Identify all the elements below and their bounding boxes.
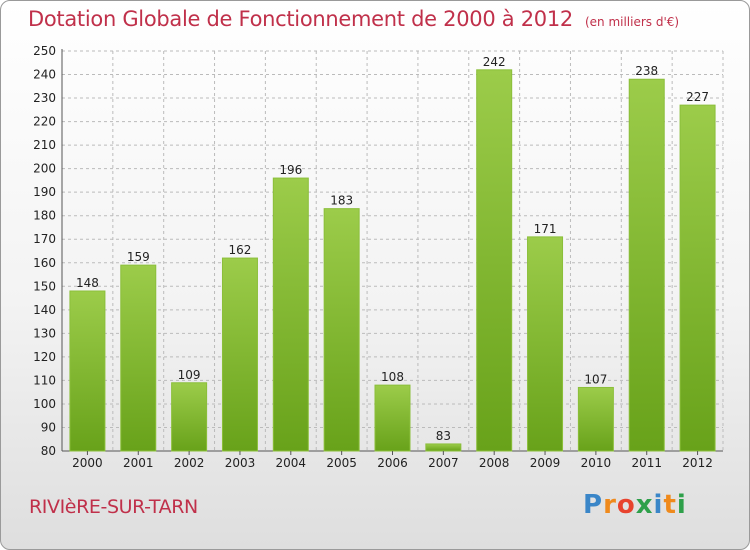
y-tick-label: 160	[33, 256, 56, 270]
value-label-2011: 238	[635, 64, 658, 78]
y-tick-label: 90	[41, 420, 56, 434]
x-tick-label-2005: 2005	[326, 456, 357, 470]
chart-title: Dotation Globale de Fonctionnement de 20…	[28, 7, 573, 31]
x-tick-label-2006: 2006	[377, 456, 408, 470]
value-label-2012: 227	[686, 90, 709, 104]
y-tick-label: 180	[33, 209, 56, 223]
y-tick-label: 210	[33, 138, 56, 152]
bar-2001	[120, 264, 157, 452]
y-tick-label: 170	[33, 232, 56, 246]
logo-letter: P	[583, 490, 604, 520]
x-tick-label-2001: 2001	[123, 456, 154, 470]
value-label-2004: 196	[279, 163, 302, 177]
y-tick-label: 230	[33, 91, 56, 105]
logo-letter: i	[676, 490, 687, 520]
bar-2007	[425, 443, 462, 452]
value-label-2000: 148	[76, 276, 99, 290]
bar-2005	[323, 208, 360, 452]
chart-subtitle: (en milliers d'€)	[584, 15, 680, 29]
x-tick-label-2004: 2004	[276, 456, 307, 470]
x-tick-label-2000: 2000	[72, 456, 103, 470]
x-tick-label-2012: 2012	[682, 456, 713, 470]
logo-letter: r	[603, 490, 617, 520]
value-label-2007: 83	[436, 429, 451, 443]
y-tick-label: 120	[33, 350, 56, 364]
x-tick-label-2009: 2009	[530, 456, 561, 470]
value-label-2010: 107	[584, 372, 607, 386]
commune-name: RIVIèRE-SUR-TARN	[29, 496, 198, 518]
value-label-2005: 183	[330, 194, 353, 208]
y-tick-label: 130	[33, 326, 56, 340]
y-tick-label: 140	[33, 303, 56, 317]
value-label-2002: 109	[178, 368, 201, 382]
y-tick-label: 110	[33, 373, 56, 387]
x-tick-label-2011: 2011	[631, 456, 662, 470]
y-tick-label: 200	[33, 162, 56, 176]
bar-2000	[69, 290, 106, 452]
bar-2010	[577, 386, 614, 452]
y-tick-label: 250	[33, 44, 56, 58]
value-label-2003: 162	[229, 243, 252, 257]
logo-letter: o	[616, 490, 636, 520]
y-tick-label: 80	[41, 444, 56, 458]
value-label-2008: 242	[483, 55, 506, 69]
x-tick-label-2010: 2010	[581, 456, 612, 470]
y-tick-label: 100	[33, 397, 56, 411]
bar-2003	[221, 257, 258, 452]
bar-2008	[476, 69, 513, 452]
value-label-2006: 108	[381, 370, 404, 384]
value-label-2001: 159	[127, 250, 150, 264]
bar-2009	[527, 236, 564, 452]
title-row: Dotation Globale de Fonctionnement de 20…	[28, 7, 679, 31]
bar-2002	[171, 382, 208, 452]
logo-letter: i	[653, 490, 664, 520]
y-tick-label: 150	[33, 279, 56, 293]
logo-letter: x	[635, 490, 654, 520]
bar-2012	[679, 104, 716, 452]
proxiti-logo[interactable]: Proxiti	[583, 490, 687, 520]
y-tick-label: 240	[33, 68, 56, 82]
y-tick-label: 220	[33, 115, 56, 129]
x-tick-label-2008: 2008	[479, 456, 510, 470]
x-tick-label-2002: 2002	[174, 456, 205, 470]
x-tick-label-2007: 2007	[428, 456, 459, 470]
logo-letter: t	[663, 490, 677, 520]
bar-2011	[628, 78, 665, 452]
x-tick-label-2003: 2003	[225, 456, 256, 470]
y-tick-label: 190	[33, 185, 56, 199]
bar-2006	[374, 384, 411, 452]
value-label-2009: 171	[534, 222, 557, 236]
bar-2004	[272, 177, 309, 452]
